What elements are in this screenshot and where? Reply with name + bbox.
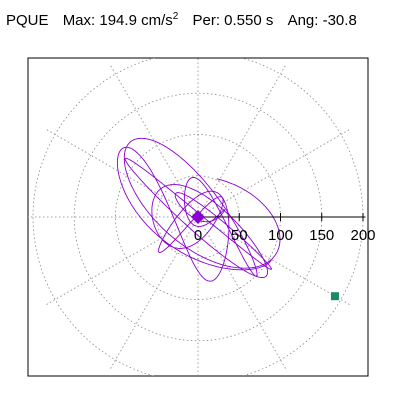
axis-tick-label: 150 bbox=[309, 227, 334, 244]
end-marker bbox=[330, 292, 339, 301]
trace-path bbox=[116, 137, 281, 282]
max-label: Max: bbox=[62, 12, 96, 29]
markers bbox=[191, 210, 339, 301]
axis-tick-label: 100 bbox=[268, 227, 293, 244]
axis-tick-label: 200 bbox=[350, 227, 375, 244]
axis-tick-label: 50 bbox=[231, 227, 248, 244]
angle-label: Ang: bbox=[287, 12, 319, 29]
radial-axis: 0 50 100 150 200 bbox=[194, 213, 376, 244]
motion-trace bbox=[116, 137, 281, 282]
angle-value: -30.8 bbox=[322, 12, 357, 29]
axis-tick-label: 0 bbox=[194, 227, 202, 244]
max-value-exponent: 2 bbox=[172, 11, 179, 22]
chart-title: PQUE Max: 194.9 cm/s2 Per: 0.550 s Ang: … bbox=[6, 4, 400, 30]
period-value: 0.550 s bbox=[224, 12, 274, 29]
max-value-text: 194.9 cm/s bbox=[99, 12, 173, 29]
period-label: Per: bbox=[192, 12, 220, 29]
max-value: 194.9 cm/s2 bbox=[99, 4, 178, 34]
station-code: PQUE bbox=[6, 12, 49, 29]
start-marker bbox=[191, 210, 205, 224]
